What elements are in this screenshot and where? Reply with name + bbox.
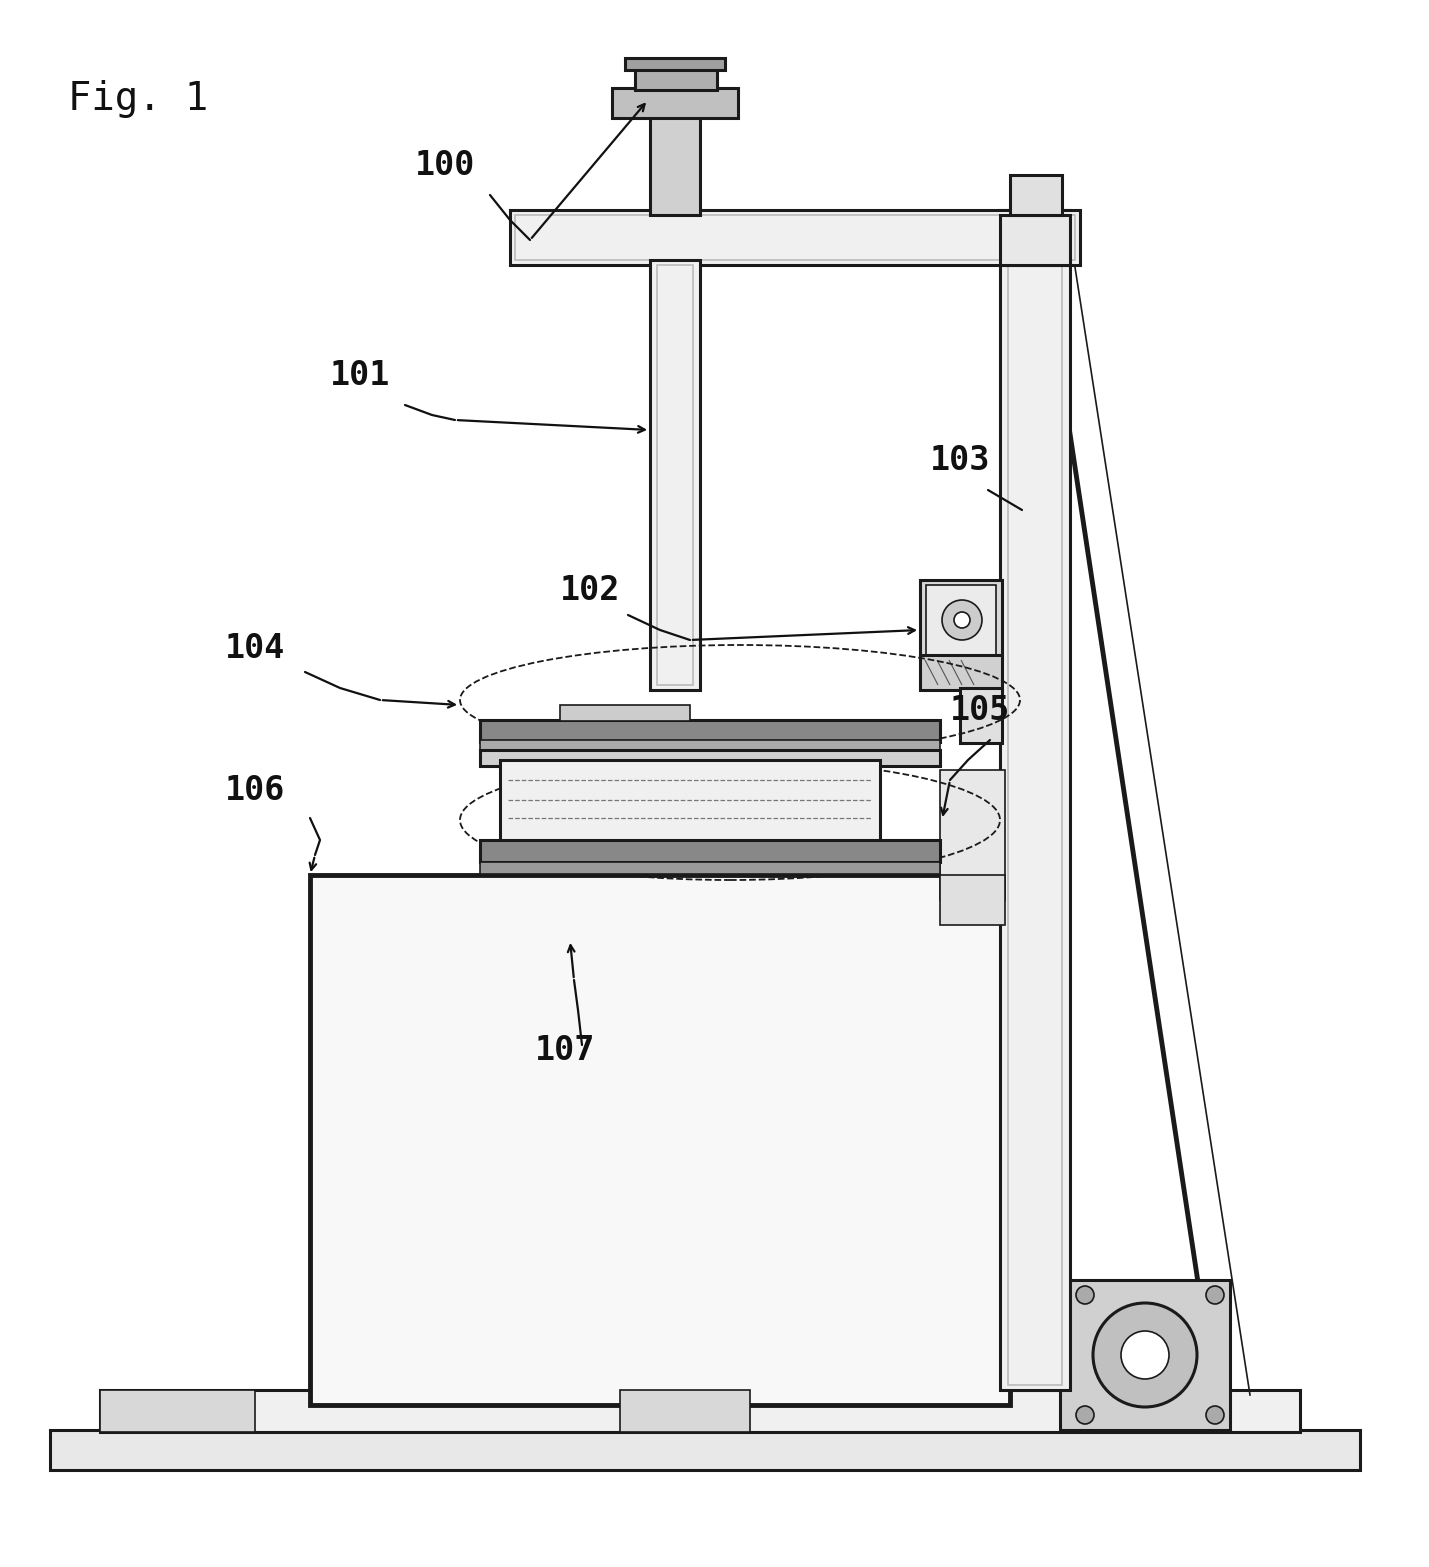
Text: 104: 104 bbox=[224, 632, 286, 664]
Circle shape bbox=[1076, 1406, 1095, 1424]
Bar bbox=[480, 862, 940, 874]
Text: 101: 101 bbox=[330, 359, 390, 392]
Text: Fig. 1: Fig. 1 bbox=[69, 80, 209, 118]
Bar bbox=[1007, 215, 1062, 1385]
Text: 105: 105 bbox=[950, 694, 1010, 727]
Bar bbox=[650, 110, 700, 215]
Bar bbox=[650, 260, 700, 689]
Bar bbox=[480, 840, 940, 862]
Bar bbox=[1000, 215, 1070, 265]
Circle shape bbox=[942, 600, 982, 639]
Bar bbox=[510, 210, 1080, 265]
Bar bbox=[620, 1390, 750, 1432]
Bar bbox=[624, 58, 725, 71]
Bar bbox=[480, 719, 940, 743]
Bar bbox=[940, 874, 1005, 925]
Bar bbox=[657, 265, 693, 685]
Bar bbox=[940, 769, 1005, 899]
Text: 106: 106 bbox=[224, 774, 286, 807]
Bar bbox=[1000, 210, 1070, 1390]
Text: 103: 103 bbox=[930, 443, 990, 476]
Circle shape bbox=[1206, 1406, 1225, 1424]
Circle shape bbox=[1076, 1287, 1095, 1304]
Bar bbox=[100, 1390, 1300, 1432]
Bar bbox=[612, 88, 737, 118]
Bar bbox=[926, 584, 996, 655]
Text: 100: 100 bbox=[414, 149, 476, 182]
Bar bbox=[1060, 1280, 1230, 1431]
Bar bbox=[634, 67, 717, 89]
Bar bbox=[560, 705, 690, 721]
Text: 107: 107 bbox=[534, 1034, 596, 1067]
Bar bbox=[514, 215, 1075, 260]
Circle shape bbox=[1093, 1304, 1198, 1407]
Bar bbox=[310, 874, 1010, 1406]
Bar bbox=[50, 1431, 1360, 1470]
Bar bbox=[480, 751, 940, 766]
Bar bbox=[920, 580, 1002, 660]
Bar bbox=[480, 740, 940, 752]
Circle shape bbox=[1206, 1287, 1225, 1304]
Bar bbox=[1010, 176, 1062, 215]
Circle shape bbox=[955, 613, 970, 628]
Bar bbox=[920, 655, 1002, 689]
Circle shape bbox=[1120, 1330, 1169, 1379]
Bar bbox=[500, 760, 880, 845]
Text: 102: 102 bbox=[560, 574, 620, 606]
Bar bbox=[100, 1390, 254, 1432]
Bar bbox=[960, 688, 1002, 743]
